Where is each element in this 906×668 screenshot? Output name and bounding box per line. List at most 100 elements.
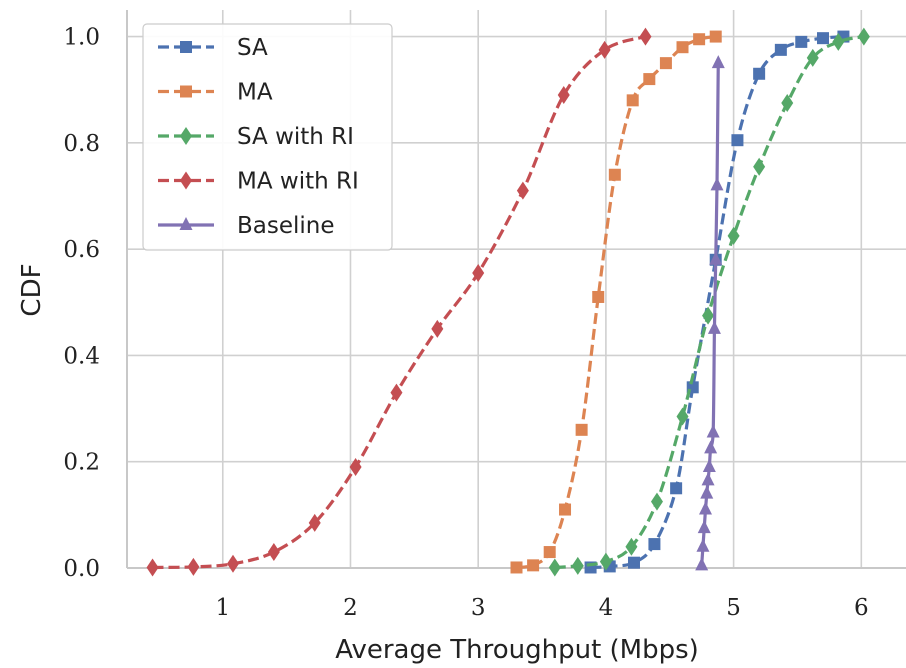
baseline-marker — [709, 251, 723, 265]
sa-with-ri-marker — [781, 94, 794, 112]
series-ma — [510, 30, 722, 574]
legend-marker-swatch — [180, 41, 192, 53]
y-tick-label: 0.4 — [63, 343, 100, 369]
ma-with-ri-marker — [349, 458, 362, 477]
sa-marker — [816, 32, 829, 45]
sa-marker — [774, 43, 787, 56]
ma-with-ri-marker — [390, 383, 403, 402]
baseline-marker — [704, 440, 718, 454]
sa-with-ri-marker — [857, 27, 870, 46]
y-tick-label: 0.6 — [63, 237, 100, 263]
ma-marker — [510, 561, 523, 574]
baseline-marker — [701, 472, 715, 486]
legend-marker-swatch — [180, 171, 192, 190]
ma-with-ri-marker — [226, 554, 239, 573]
legend-marker-swatch — [180, 85, 192, 98]
ma-marker — [693, 33, 706, 46]
legend: SA MA SA with RI MA with RI Baseline — [142, 23, 393, 251]
baseline-marker — [711, 55, 725, 69]
y-tick-label: 0.2 — [63, 450, 100, 476]
legend-item-ma-with-ri: MA with RI — [158, 169, 359, 195]
sa-with-ri-marker — [727, 226, 740, 245]
legend-item-ma: MA — [158, 80, 273, 106]
x-tick-labels: 1 2 3 4 5 6 — [215, 595, 868, 621]
sa-marker — [670, 482, 683, 495]
sa-with-ri-marker — [676, 407, 689, 426]
ma-with-ri-marker — [472, 264, 485, 283]
ma-marker — [709, 30, 722, 43]
y-tick-labels: 0.0 0.2 0.4 0.6 0.8 1.0 — [63, 25, 100, 582]
series-ma-with-ri — [146, 27, 652, 577]
y-tick-label: 0.0 — [63, 556, 100, 582]
x-axis-label: Average Throughput (Mbps) — [335, 635, 699, 665]
ma-marker — [543, 546, 556, 559]
sa-with-ri-marker — [548, 558, 561, 577]
ma-marker — [626, 94, 639, 107]
series-sa-with-ri — [548, 27, 870, 577]
series-baseline — [695, 55, 725, 571]
sa-with-ri-marker — [753, 157, 766, 176]
legend-label: MA with RI — [237, 169, 359, 195]
y-axis-label: CDF — [17, 263, 47, 316]
legend-item-baseline: Baseline — [158, 213, 335, 239]
ma-with-ri-marker — [146, 558, 159, 577]
ma-marker — [575, 423, 588, 436]
baseline-marker — [695, 557, 709, 571]
ma-with-ri-marker — [187, 557, 200, 576]
ma-with-ri-marker — [557, 86, 570, 105]
legend-label: SA with RI — [237, 124, 354, 150]
sa-marker — [648, 538, 661, 551]
ma-marker — [643, 73, 656, 86]
x-tick-label: 3 — [471, 595, 486, 621]
sa-marker — [795, 35, 808, 48]
x-tick-label: 2 — [343, 595, 358, 621]
baseline-marker — [706, 424, 720, 438]
x-tick-label: 5 — [726, 595, 741, 621]
ma-marker — [559, 503, 572, 516]
legend-box — [142, 23, 393, 251]
x-tick-label: 1 — [215, 595, 230, 621]
ma-with-ri-marker — [308, 513, 321, 532]
ma-marker — [659, 57, 672, 70]
sa-marker — [837, 30, 850, 43]
ma-marker — [592, 290, 605, 303]
baseline-marker — [710, 177, 724, 191]
legend-marker-swatch — [179, 217, 193, 230]
series-sa — [584, 30, 850, 574]
legend-label: MA — [237, 80, 273, 106]
sa-with-ri-marker — [650, 492, 663, 511]
baseline-marker — [696, 538, 710, 552]
legend-item-sa-with-ri: SA with RI — [158, 124, 354, 150]
sa-marker — [627, 556, 640, 569]
y-tick-label: 0.8 — [63, 131, 100, 157]
sa-with-ri-marker — [571, 556, 584, 575]
legend-label: SA — [237, 35, 268, 61]
ma-marker — [608, 168, 621, 181]
sa-marker — [731, 134, 744, 147]
baseline-marker — [697, 520, 711, 534]
baseline-marker — [699, 501, 713, 515]
baseline-marker — [707, 320, 721, 334]
ma-line — [516, 34, 716, 570]
x-tick-label: 4 — [599, 595, 614, 621]
legend-item-sa: SA — [158, 35, 268, 61]
ma-marker — [676, 41, 689, 54]
sa-with-ri-marker — [702, 306, 715, 325]
legend-marker-swatch — [180, 127, 192, 145]
baseline-marker — [700, 485, 714, 499]
baseline-marker — [702, 459, 716, 473]
ma-with-ri-marker — [598, 40, 611, 59]
ma-marker — [527, 559, 540, 572]
ma-with-ri-marker — [267, 543, 280, 562]
x-tick-label: 6 — [854, 595, 869, 621]
y-tick-label: 1.0 — [63, 25, 100, 51]
sa-marker — [753, 67, 766, 80]
sa-with-ri-marker — [599, 552, 612, 571]
ma-with-ri-marker — [431, 319, 444, 338]
sa-with-ri-marker — [832, 32, 845, 51]
ma-with-ri-marker — [516, 181, 529, 200]
sa-with-ri-marker — [806, 48, 819, 67]
sa-with-ri-marker — [625, 537, 638, 556]
ma-with-ri-marker — [639, 27, 652, 46]
